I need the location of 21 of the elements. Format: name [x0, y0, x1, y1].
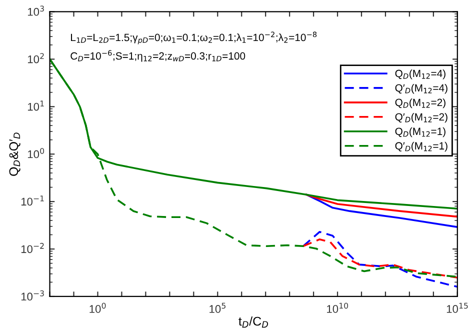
y-tick-label: 10$^{3}$ — [28, 6, 44, 16]
y-tick-label: 10$^{−3}$ — [21, 290, 44, 301]
text: L$_{1D}$=L$_{2D}$=1.5;γ$_{pD}$=0;ω$_{1}$=0.1;ω$_{2}$=0.1;λ$_{1}$=10$^{−2}$;λ$_{2}$=10$^{−8}$ — [71, 32, 317, 44]
x-axis-title: t$_{D}$/C$_{D}$ — [238, 316, 268, 328]
y-tick-label: 10$^{0}$ — [28, 148, 44, 158]
x-tick-label: 10$^{15}$ — [446, 302, 468, 313]
x-tick-label: 10$^{5}$ — [210, 302, 226, 313]
y-tick-label: 10$^{1}$ — [28, 100, 44, 111]
text: C$_{D}$=10$^{−6}$;S=1;η$_{12}$=2;z$_{wD}$=0.3;r$_{1D}$=100 — [70, 50, 246, 62]
legend-label: Q′$_{D}$(M$_{12}$=2) — [395, 112, 448, 123]
legend-label: Q′$_{D}$(M$_{12}$=1) — [395, 142, 448, 152]
y-tick-label: 10$^{−1}$ — [21, 196, 44, 206]
y-axis-title: Q$_{D}$&Q′$_{D}$ — [9, 132, 20, 176]
legend-label: Q$_{D}$(M$_{12}$=1) — [395, 127, 446, 138]
x-tick-label: 10$^{10}$ — [327, 302, 348, 313]
x-tick-label: 10$^{0}$ — [90, 302, 106, 313]
y-tick-label: 10$^{2}$ — [28, 53, 44, 64]
y-tick-label: 10$^{−2}$ — [21, 242, 44, 254]
legend-label: Q$_{D}$(M$_{12}$=2) — [395, 98, 446, 108]
legend-label: Q$_{D}$(M$_{12}$=4) — [395, 70, 446, 80]
legend-label: Q′$_{D}$(M$_{12}$=4) — [395, 84, 448, 94]
